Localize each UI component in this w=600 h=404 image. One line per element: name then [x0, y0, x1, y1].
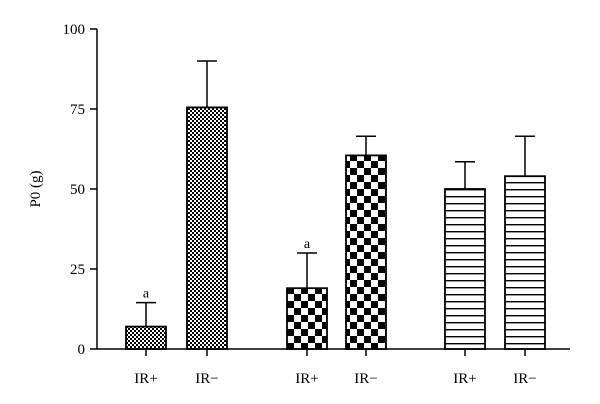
y-tick-label: 50: [70, 182, 85, 198]
x-tick-label: IR−: [354, 371, 377, 387]
x-tick-label: IR+: [295, 371, 318, 387]
y-tick-label: 75: [70, 102, 85, 118]
bar-group: IR−: [345, 135, 387, 387]
bar-group: IR−: [504, 135, 546, 387]
bar: [345, 154, 387, 350]
significance-annotation: a: [143, 287, 150, 302]
y-axis-label: P0 (g): [28, 170, 44, 207]
x-tick-label: IR+: [134, 371, 157, 387]
bar-group: IR+ a: [286, 237, 328, 387]
bars: IR+ a IR− IR+ a IR− IR+ IR−: [125, 60, 546, 387]
bar: [286, 287, 328, 350]
y-tick-label: 0: [78, 342, 86, 358]
x-tick-label: IR+: [453, 371, 476, 387]
bar: [125, 325, 167, 350]
y-axis: 0 25 50 75 100: [63, 22, 98, 358]
significance-annotation: a: [304, 237, 311, 252]
bar-group: IR−: [186, 60, 228, 387]
x-tick-label: IR−: [195, 371, 218, 387]
bar-group: IR+: [444, 161, 486, 387]
bar: [444, 188, 486, 350]
bar: [186, 106, 228, 350]
x-tick-label: IR−: [513, 371, 536, 387]
bar-group: IR+ a: [125, 287, 167, 387]
y-tick-label: 100: [63, 22, 86, 38]
bar: [504, 175, 546, 350]
y-tick-label: 25: [70, 262, 85, 278]
